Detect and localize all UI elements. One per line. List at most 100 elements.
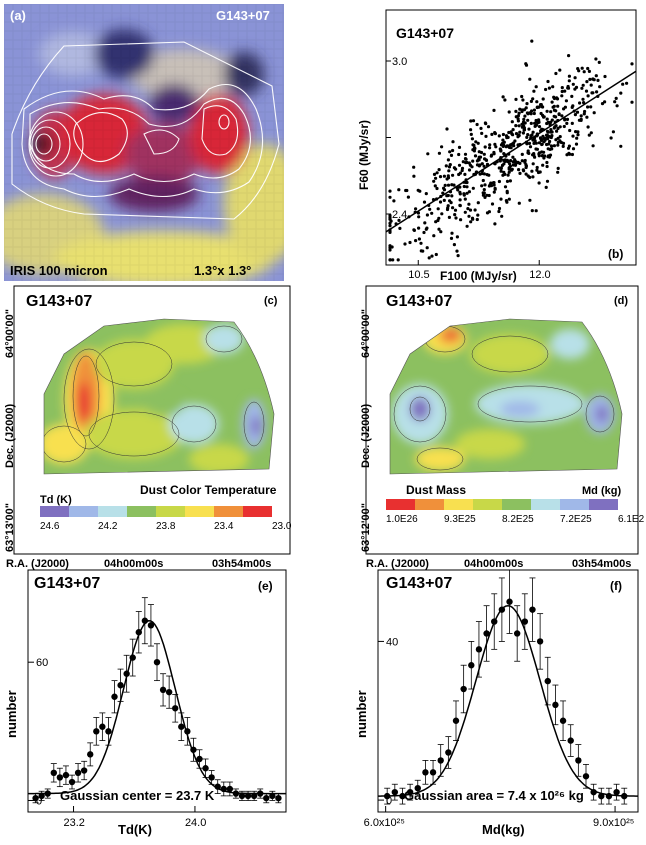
- scatter-point: [585, 115, 589, 119]
- legend-tick-label: 23.8: [156, 521, 176, 532]
- scatter-point: [451, 140, 455, 144]
- scatter-point: [442, 174, 446, 178]
- scatter-point: [580, 86, 584, 90]
- scatter-point: [540, 142, 544, 146]
- scatter-point: [457, 152, 461, 157]
- scatter-point: [524, 172, 528, 176]
- scatter-point: [549, 110, 553, 114]
- legend-swatch: [473, 499, 502, 510]
- data-point: [452, 717, 460, 724]
- data-point: [172, 705, 179, 712]
- data-point: [590, 788, 597, 796]
- scatter-point: [388, 248, 392, 252]
- scatter-point: [427, 256, 431, 260]
- scatter-point: [511, 163, 515, 167]
- legend-swatch: [185, 506, 214, 517]
- legend-tick-label: 24.2: [98, 521, 118, 532]
- scatter-point: [506, 173, 510, 177]
- scatter-point: [561, 144, 565, 148]
- panel-c: G143+07 (c) Dust Color Temperature Td (K…: [4, 284, 292, 558]
- data-point: [147, 622, 155, 629]
- scatter-point: [530, 209, 534, 213]
- scatter-point: [530, 133, 534, 137]
- x-tick-label: 6.0x10²⁵: [364, 817, 405, 829]
- scatter-point: [484, 158, 488, 162]
- panel-b-name: G143+07: [396, 25, 454, 41]
- scatter-point: [619, 91, 623, 95]
- scatter-point: [555, 96, 559, 100]
- scatter-point: [434, 252, 438, 257]
- data-point: [141, 617, 149, 624]
- scatter-point: [514, 97, 518, 101]
- panel-f-name: G143+07: [386, 575, 452, 592]
- data-point: [559, 717, 567, 724]
- data-point: [190, 746, 197, 753]
- scatter-point: [563, 105, 567, 109]
- scatter-point: [558, 125, 562, 129]
- scatter-point: [388, 195, 392, 199]
- scatter-point: [493, 186, 497, 190]
- scatter-point: [517, 133, 521, 138]
- scatter-point: [603, 74, 607, 79]
- scatter-point: [567, 79, 571, 83]
- scatter-point: [619, 144, 623, 148]
- scatter-point: [517, 111, 521, 115]
- axis-ticks: 10.5 12.0 2.4 3.0: [386, 56, 551, 281]
- x-tick-label: 9.0x10²⁵: [593, 817, 634, 829]
- data-point: [621, 792, 628, 800]
- scatter-point: [422, 200, 427, 204]
- scatter-point: [537, 141, 541, 145]
- histogram-e: 23.2 24.0 0 60 G143+07 (e) Gaussian center …: [4, 569, 287, 837]
- data-point: [62, 771, 70, 779]
- scatter-point: [478, 155, 483, 159]
- scatter-point: [442, 198, 446, 202]
- scatter-point: [463, 210, 467, 214]
- legend-tick-label: 7.2E25: [560, 514, 592, 525]
- mass-contours: [393, 325, 615, 471]
- data-point: [184, 728, 191, 735]
- scatter-point: [520, 94, 524, 99]
- data-point: [129, 654, 136, 661]
- scatter-point: [526, 133, 530, 137]
- scatter-point: [388, 224, 392, 228]
- scatter-plot-b: 10.5 12.0 2.4 3.0 G143+07 (b) F100 (MJy/sr)…: [357, 9, 637, 283]
- scatter-point: [595, 90, 599, 94]
- scatter-point: [573, 76, 577, 80]
- scatter-point: [453, 213, 457, 217]
- scatter-point: [507, 110, 511, 114]
- temperature-contours: [44, 325, 265, 463]
- scatter-point: [457, 145, 462, 149]
- scatter-point: [503, 172, 507, 176]
- scatter-point: [517, 201, 521, 205]
- scatter-point: [497, 179, 501, 184]
- scatter-point: [438, 175, 443, 179]
- scatter-point: [452, 166, 456, 170]
- x-tick-label: 23.2: [64, 817, 85, 829]
- scatter-point: [412, 228, 416, 232]
- scatter-point: [461, 160, 465, 164]
- scatter-point: [625, 81, 629, 85]
- scatter-point: [547, 86, 551, 90]
- scatter-point: [545, 164, 549, 169]
- scatter-point: [487, 184, 491, 188]
- scatter-point: [546, 155, 550, 159]
- scatter-point: [586, 105, 590, 109]
- data-point: [383, 792, 391, 800]
- data-point: [44, 790, 51, 797]
- scatter-point: [537, 154, 541, 158]
- ra-right-label: 03h54m00s: [572, 558, 632, 570]
- scatter-point: [451, 206, 455, 210]
- legend-swatch: [156, 506, 185, 517]
- scatter-point: [558, 68, 562, 72]
- contour-lines: [11, 41, 280, 220]
- x-axis-label: Md(kg): [482, 822, 525, 837]
- scatter-point: [503, 98, 507, 102]
- data-point: [196, 755, 203, 763]
- scatter-point: [447, 165, 452, 169]
- scatter-point: [448, 150, 452, 154]
- scatter-point: [551, 85, 555, 89]
- scatter-point: [549, 128, 553, 132]
- scatter-point: [563, 89, 567, 93]
- data-point: [117, 682, 124, 689]
- scatter-point: [439, 230, 443, 234]
